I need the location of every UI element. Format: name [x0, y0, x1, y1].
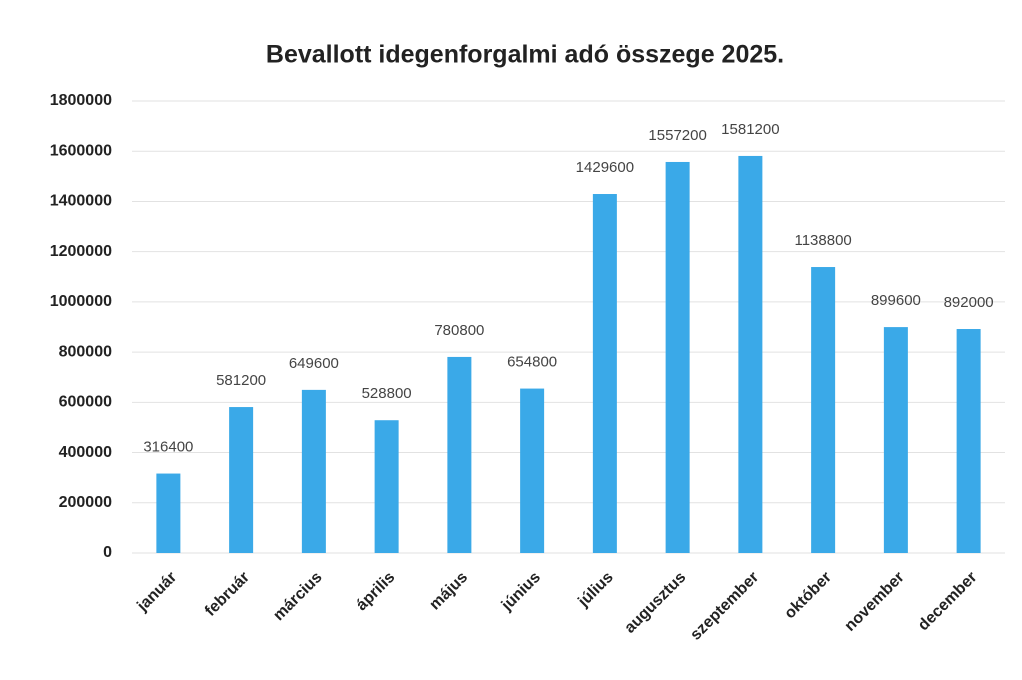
y-tick-label: 1800000 — [50, 92, 112, 109]
y-tick-label: 1400000 — [50, 193, 112, 210]
value-label: 581200 — [216, 372, 266, 389]
value-label: 1557200 — [648, 127, 706, 144]
value-label: 1581200 — [721, 121, 779, 138]
chart-title: Bevallott idegenforgalmi adó összege 202… — [266, 41, 784, 69]
y-tick-label: 0 — [103, 544, 112, 561]
x-tick-label: szeptember — [687, 569, 762, 644]
y-tick-label: 200000 — [59, 494, 112, 511]
x-tick-label: július — [574, 569, 616, 611]
bar — [592, 194, 617, 554]
value-label: 649600 — [289, 355, 339, 372]
value-label: 654800 — [507, 354, 557, 371]
value-label: 1429600 — [576, 159, 634, 176]
x-tick-label: június — [498, 569, 544, 615]
bar — [374, 420, 399, 553]
bar — [665, 161, 690, 553]
value-label: 780800 — [434, 322, 484, 339]
bar — [156, 473, 181, 553]
value-label: 528800 — [362, 385, 412, 402]
x-tick-label: október — [781, 569, 835, 623]
bar — [447, 356, 472, 553]
x-tick-label: április — [353, 569, 398, 614]
x-tick-label: december — [915, 569, 980, 634]
bar — [956, 329, 981, 553]
bar — [738, 155, 763, 553]
x-tick-label: március — [270, 569, 325, 624]
y-tick-label: 1000000 — [50, 293, 112, 310]
x-tick-label: január — [134, 569, 181, 616]
bar — [520, 388, 545, 553]
y-tick-label: 1200000 — [50, 243, 112, 260]
x-tick-label: november — [842, 569, 908, 635]
x-tick-label: május — [426, 569, 471, 614]
x-tick-label: február — [202, 569, 253, 620]
y-tick-label: 600000 — [59, 394, 112, 411]
value-label: 892000 — [944, 294, 994, 311]
y-tick-label: 400000 — [59, 444, 112, 461]
y-tick-label: 1600000 — [50, 142, 112, 159]
bar — [883, 327, 908, 553]
y-tick-label: 800000 — [59, 343, 112, 360]
value-label: 316400 — [143, 439, 193, 456]
bar — [229, 407, 254, 553]
bar — [301, 389, 326, 553]
value-label: 899600 — [871, 292, 921, 309]
bar — [811, 267, 836, 553]
x-tick-label: augusztus — [621, 569, 689, 637]
value-label: 1138800 — [794, 232, 851, 249]
